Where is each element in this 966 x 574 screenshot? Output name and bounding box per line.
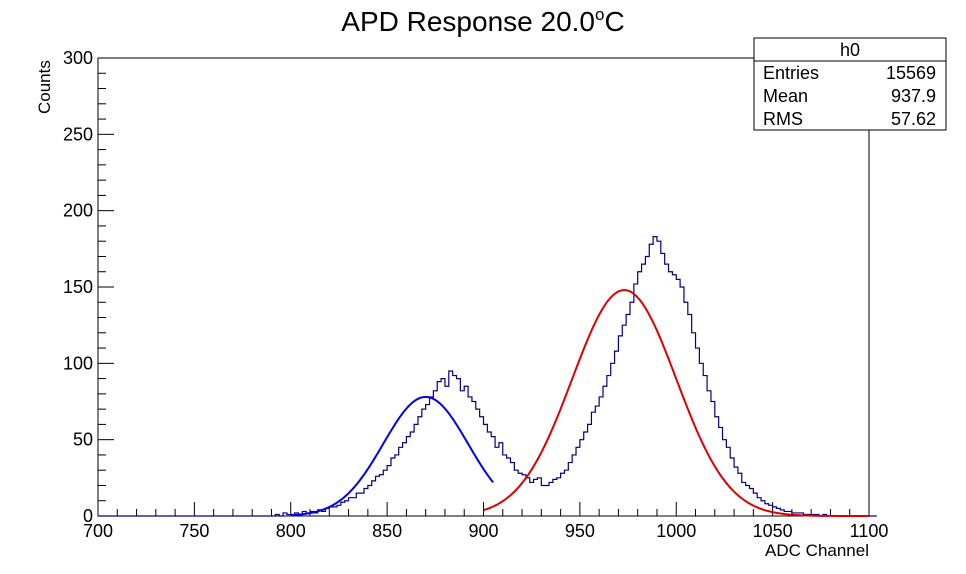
stats-mean-label: Mean xyxy=(763,86,808,106)
y-axis-ticks xyxy=(98,57,114,517)
y-tick-label: 50 xyxy=(73,430,93,450)
stats-box: h0 Entries 15569 Mean 937.9 RMS 57.62 xyxy=(753,37,947,131)
x-tick-label: 1000 xyxy=(656,521,696,541)
stats-entries-label: Entries xyxy=(763,63,819,83)
y-tick-label: 100 xyxy=(63,353,93,373)
chart-title-suffix: C xyxy=(604,6,624,37)
y-axis-title: Counts xyxy=(35,60,54,114)
stats-box-name: h0 xyxy=(840,40,860,60)
y-tick-label: 200 xyxy=(63,201,93,221)
stats-rms-value: 57.62 xyxy=(891,109,936,129)
stats-rms-label: RMS xyxy=(763,109,803,129)
stats-entries-value: 15569 xyxy=(886,63,936,83)
fit-curve-high-peak xyxy=(483,289,869,517)
plot-frame xyxy=(97,57,870,517)
y-tick-label: 150 xyxy=(63,277,93,297)
x-tick-label: 1050 xyxy=(753,521,793,541)
x-axis-tick-labels: 700 750 800 850 900 950 1000 1050 1100 xyxy=(83,521,888,541)
y-tick-label: 300 xyxy=(63,48,93,68)
y-tick-label: 0 xyxy=(83,506,93,526)
x-tick-label: 950 xyxy=(565,521,595,541)
histogram-series xyxy=(98,236,877,517)
chart-title-superscript: o xyxy=(595,5,604,24)
x-tick-label: 1100 xyxy=(850,521,889,541)
fit-curves xyxy=(290,289,869,517)
x-axis-ticks xyxy=(97,502,870,516)
x-tick-label: 900 xyxy=(468,521,498,541)
chart-title-main: APD Response 20.0 xyxy=(341,6,595,37)
x-tick-label: 700 xyxy=(83,521,113,541)
fit-curve-low-peak xyxy=(290,395,494,517)
y-tick-label: 250 xyxy=(63,124,93,144)
stats-box-frame xyxy=(753,37,947,131)
x-tick-label: 750 xyxy=(179,521,209,541)
x-tick-label: 850 xyxy=(372,521,402,541)
chart-title: APD Response 20.0oC xyxy=(341,5,624,37)
x-tick-label: 800 xyxy=(276,521,306,541)
x-axis-title: ADC Channel xyxy=(765,541,869,560)
stats-mean-value: 937.9 xyxy=(891,86,936,106)
y-axis-tick-labels: 0 50 100 150 200 250 300 xyxy=(63,48,93,526)
